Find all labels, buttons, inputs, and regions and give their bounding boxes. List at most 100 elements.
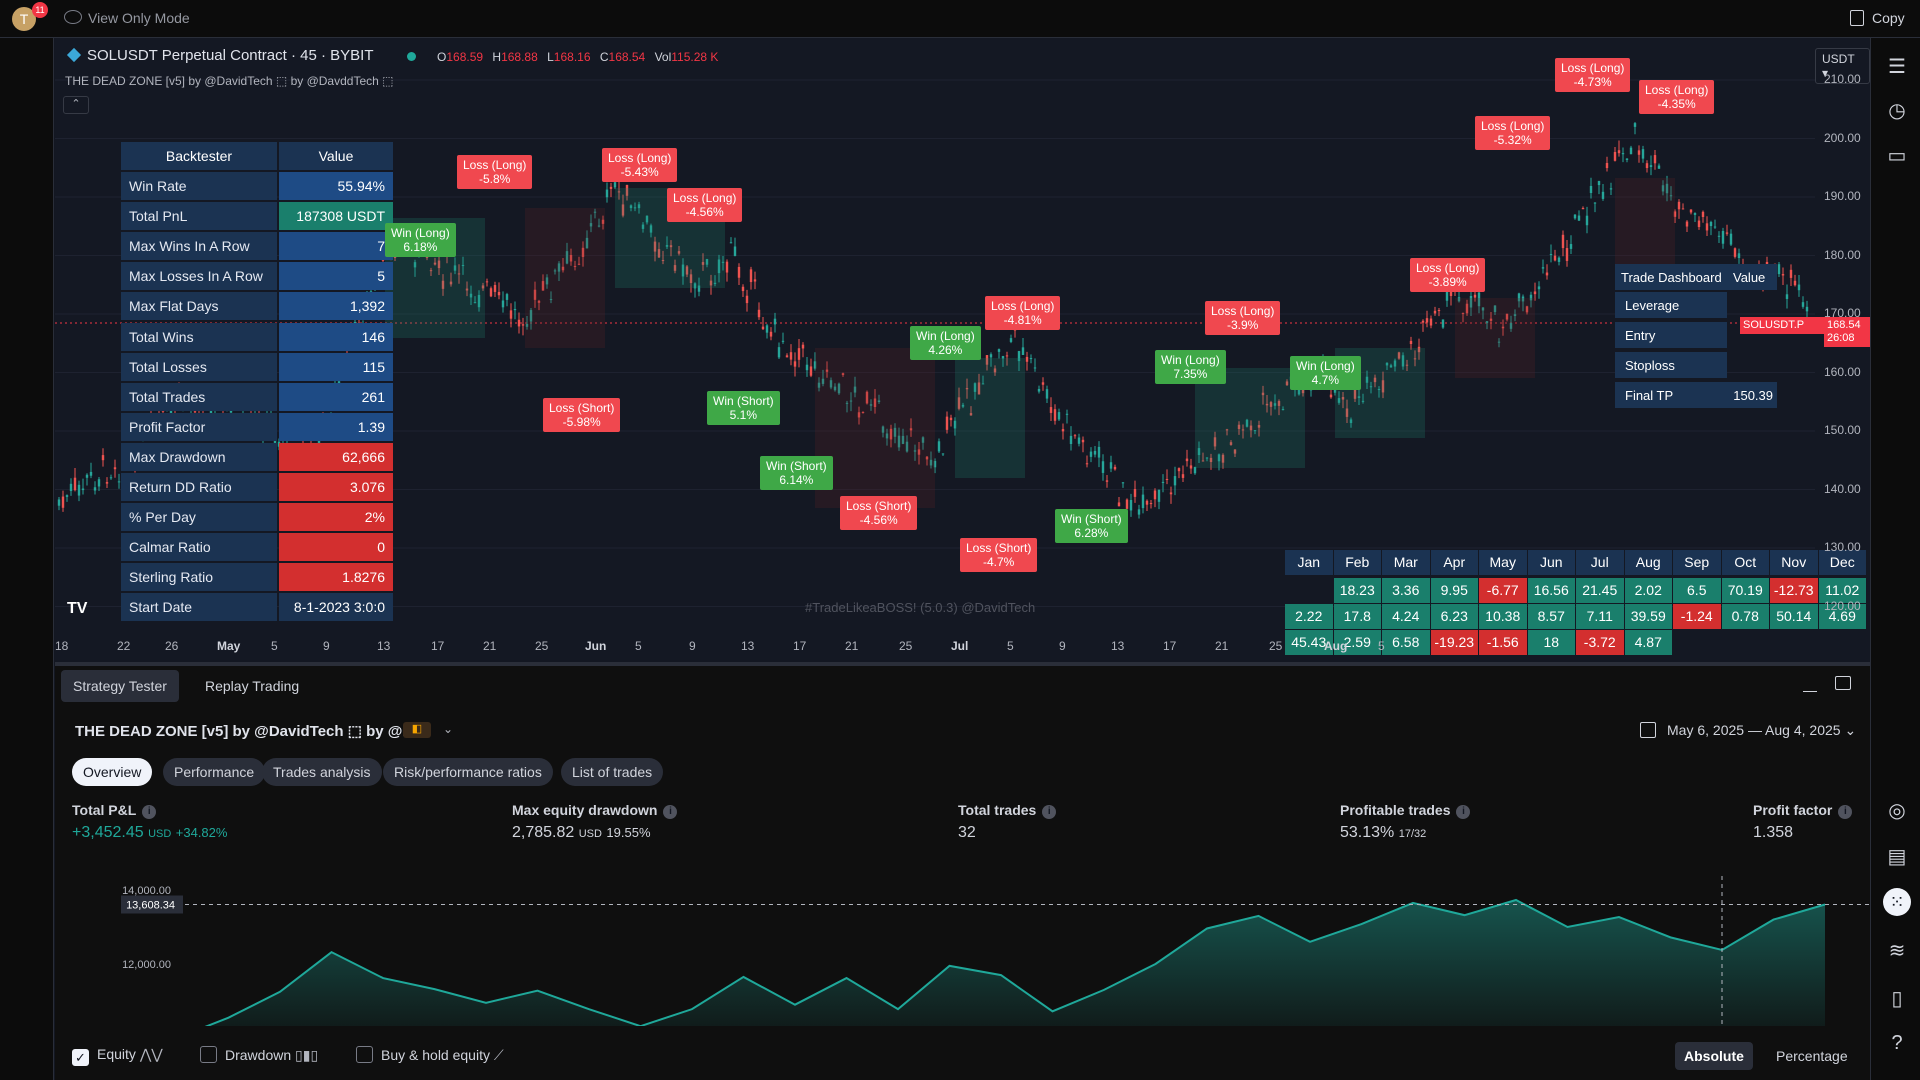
backtester-row-label: Total Trades — [121, 382, 277, 411]
candle-body — [1257, 425, 1261, 428]
indicator-title: THE DEAD ZONE [v5] by @DavidTech ⬚ by @D… — [65, 74, 394, 88]
month-cell: 11.02 — [1818, 578, 1866, 603]
drawdown-toggle[interactable]: Drawdown ▯▮▯ — [200, 1046, 318, 1064]
candle-body — [453, 265, 457, 271]
subtab-overview[interactable]: Overview — [72, 758, 153, 786]
candle-body — [1681, 208, 1685, 210]
chat-icon[interactable]: ▭ — [1887, 145, 1907, 167]
info-icon[interactable]: i — [1456, 805, 1471, 819]
candle-body — [697, 285, 701, 292]
max-drawdown-title: Max equity drawdown — [512, 802, 658, 818]
candle-body — [101, 455, 105, 461]
tab-replay-trading[interactable]: Replay Trading — [205, 678, 300, 694]
candle-body — [841, 373, 845, 375]
candle-body — [785, 355, 789, 358]
candle-body — [1345, 408, 1349, 417]
equity-line — [204, 898, 1826, 1026]
candle-body — [1617, 150, 1621, 154]
subtab-list-of-trades[interactable]: List of trades — [561, 758, 664, 786]
candle-body — [1329, 394, 1333, 398]
absolute-mode-button[interactable]: Absolute — [1675, 1042, 1753, 1070]
month-cell: -12.73 — [1770, 578, 1818, 603]
maximize-panel-icon[interactable] — [1835, 676, 1851, 690]
candle-body — [569, 254, 573, 262]
candle-body — [765, 325, 769, 333]
candle-body — [517, 319, 521, 327]
candle-body — [1221, 454, 1225, 463]
drawdown-checkbox[interactable] — [200, 1046, 217, 1063]
dashboard-header-value: Value — [1727, 264, 1777, 290]
candle-body — [1801, 302, 1805, 307]
info-icon[interactable]: i — [1042, 805, 1057, 819]
target-icon[interactable]: ◎ — [1888, 800, 1906, 822]
equity-toggle[interactable]: ✓ Equity ⋀⋁ — [72, 1046, 163, 1066]
buy-hold-legend-label: Buy & hold equity — [381, 1047, 490, 1063]
price-tick: 190.00 — [1824, 189, 1861, 203]
view-mode-label: View Only Mode — [88, 10, 190, 26]
current-equity-label: 13,608.34 — [126, 900, 175, 912]
info-icon[interactable]: i — [1838, 805, 1853, 819]
candle-body — [809, 366, 813, 376]
copy-button[interactable]: Copy — [1872, 10, 1905, 26]
trade-label: Loss (Long) -3.9% — [1205, 301, 1281, 335]
candle-body — [673, 265, 677, 271]
buy-hold-checkbox[interactable] — [356, 1046, 373, 1063]
price-chart[interactable]: SOLUSDT Perpetual Contract · 45 · BYBIT … — [55, 38, 1870, 660]
candle-body — [965, 388, 969, 390]
equity-chart[interactable]: 10,000.0012,000.0014,000.001357911131517… — [55, 876, 1870, 1026]
notifications-icon[interactable]: ▯ — [1891, 988, 1903, 1010]
equity-checkbox[interactable]: ✓ — [72, 1049, 89, 1066]
chevron-down-icon[interactable]: ⌄ — [443, 722, 454, 736]
date-range-selector[interactable]: May 6, 2025 — Aug 4, 2025 ⌄ — [1667, 722, 1857, 738]
trade-label: Win (Long) 4.26% — [910, 326, 981, 360]
dd-unit: USD — [578, 828, 602, 840]
tab-strategy-tester[interactable]: Strategy Tester — [61, 670, 179, 702]
candle-body — [193, 411, 197, 413]
info-icon[interactable]: i — [142, 805, 157, 819]
candle-body — [1209, 457, 1213, 463]
help-icon[interactable]: ? — [1891, 1032, 1903, 1054]
info-icon[interactable]: i — [663, 805, 678, 819]
candle-body — [573, 265, 577, 267]
calendar-icon[interactable]: ▤ — [1887, 846, 1907, 868]
subtab-performance[interactable]: Performance — [163, 758, 266, 786]
time-tick: 22 — [117, 639, 131, 653]
candle-body — [81, 488, 85, 491]
candle-body — [73, 477, 77, 491]
candle-body — [1685, 221, 1689, 227]
month-cell: 45.43 — [1285, 630, 1333, 655]
subtab-risk-performance-ratios[interactable]: Risk/performance ratios — [383, 758, 553, 786]
candle-body — [853, 386, 857, 393]
candle-body — [897, 435, 901, 448]
watchlist-icon[interactable]: ☰ — [1888, 56, 1906, 78]
candle-body — [1037, 388, 1041, 392]
candle-body — [89, 471, 93, 476]
buy-hold-toggle[interactable]: Buy & hold equity ⟋ — [356, 1046, 504, 1064]
stream-icon[interactable]: ≋ — [1888, 940, 1906, 962]
month-header: Jul — [1576, 550, 1624, 575]
candle-body — [1561, 234, 1565, 249]
minimize-panel-icon[interactable] — [1803, 674, 1817, 692]
collapse-legend-button[interactable]: ⌃ — [63, 96, 89, 114]
candle-body — [1717, 235, 1721, 237]
time-tick: 13 — [377, 639, 391, 653]
candle-body — [1049, 407, 1053, 413]
subtab-trades-analysis[interactable]: Trades analysis — [262, 758, 382, 786]
trade-label: Loss (Long) -4.56% — [667, 188, 743, 222]
candle-body — [1633, 123, 1637, 127]
candle-body — [1445, 291, 1449, 301]
percentage-mode-button[interactable]: Percentage — [1776, 1048, 1848, 1064]
candle-body — [633, 207, 637, 209]
candle-body — [541, 281, 545, 291]
candle-body — [1629, 147, 1633, 155]
candle-body — [485, 281, 489, 283]
candle-body — [1393, 360, 1397, 367]
apps-icon[interactable]: ⁙ — [1883, 888, 1911, 916]
alerts-icon[interactable]: ◷ — [1888, 100, 1906, 122]
currency-selector[interactable]: USDT ▾ — [1815, 48, 1870, 84]
candle-body — [1409, 340, 1413, 345]
candle-body — [733, 246, 737, 256]
candle-body — [1521, 296, 1525, 302]
month-cell: 9.95 — [1430, 578, 1478, 603]
candle-body — [1569, 244, 1573, 249]
